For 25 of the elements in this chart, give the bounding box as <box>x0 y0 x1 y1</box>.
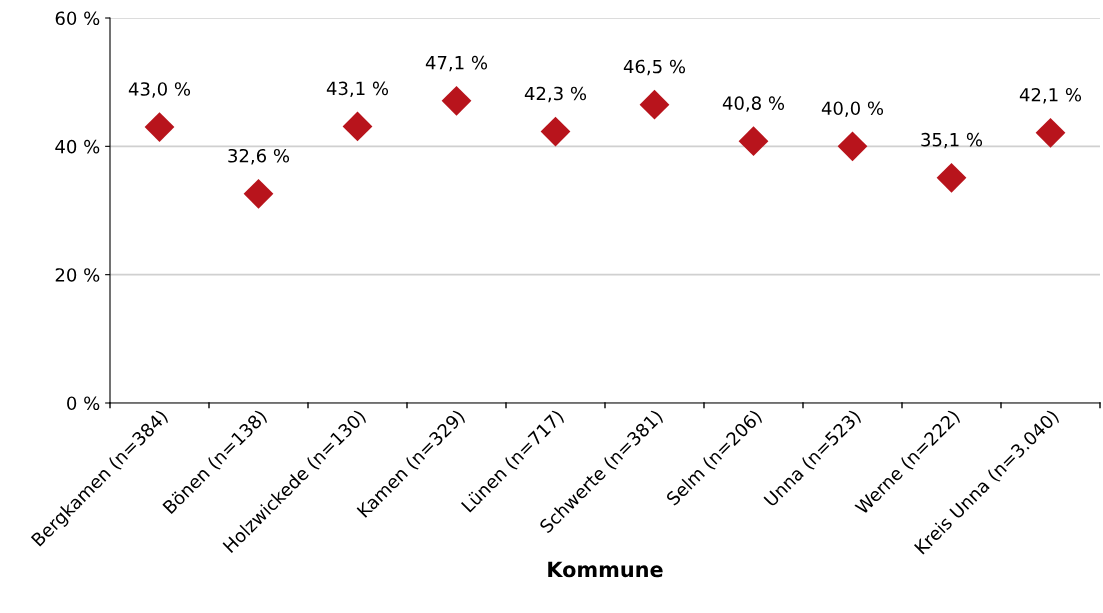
y-tick-label: 40 % <box>55 139 100 154</box>
point <box>936 162 967 193</box>
y-tick-label: 0 % <box>67 396 100 411</box>
data-label: 43,1 % <box>326 81 389 98</box>
data-label: 43,0 % <box>128 82 191 98</box>
data-label: 42,1 % <box>1019 87 1082 104</box>
data-label: 42,3 % <box>524 86 587 103</box>
point <box>243 178 274 209</box>
y-tick-label: 20 % <box>55 268 100 282</box>
data-label: 32,6 % <box>228 148 290 165</box>
data-label: 40,8 % <box>722 96 785 112</box>
point <box>342 111 373 142</box>
y-tick-label: 60 % <box>55 11 100 26</box>
data-label: 46,5 % <box>623 59 686 76</box>
point <box>639 89 670 120</box>
data-label: 35,1 % <box>921 132 983 149</box>
data-label: 40,0 % <box>821 101 884 117</box>
point <box>441 85 472 116</box>
data-label: 47,1 % <box>425 55 488 72</box>
point <box>738 126 769 157</box>
point <box>837 131 868 162</box>
point <box>540 116 571 147</box>
point <box>1035 117 1066 148</box>
x-axis-title: Kommune <box>548 561 663 578</box>
point <box>144 112 175 142</box>
